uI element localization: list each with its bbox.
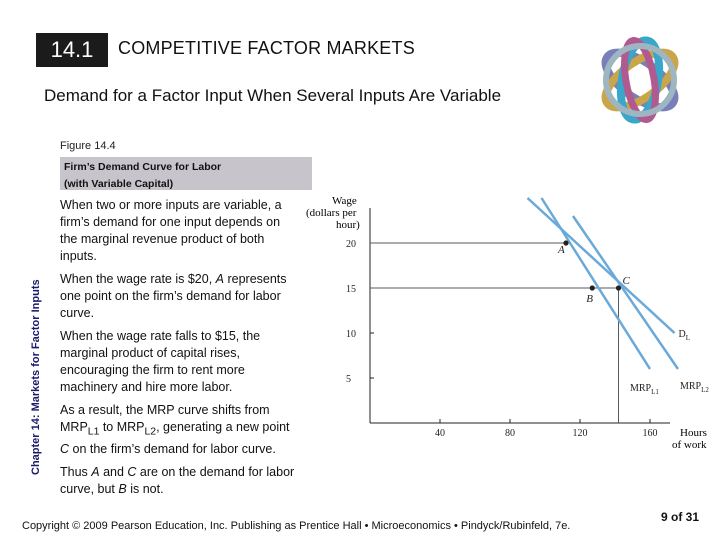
label-mrp-l2: MRPL2 — [680, 381, 709, 394]
paragraph-3: When the wage rate falls to $15, the mar… — [60, 329, 261, 394]
labor-demand-chart: Wage (dollars per hour) Hours of work 40… — [306, 195, 709, 451]
chapter-side-label: Chapter 14: Markets for Factor Inputs — [30, 279, 42, 475]
figure-caption-line2: (with Variable Capital) — [64, 178, 174, 190]
curve-mrpl2 — [571, 215, 680, 370]
y-tick-label: 20 — [346, 239, 356, 250]
page-number: 9 of 31 — [661, 510, 700, 524]
copyright-footer: Copyright © 2009 Pearson Education, Inc.… — [22, 520, 571, 532]
paragraph-1: When two or more inputs are variable, a … — [60, 198, 282, 263]
label-dl: DL — [679, 329, 691, 342]
body-text: When two or more inputs are variable, a … — [60, 197, 300, 504]
y-tick-label: 5 — [346, 374, 351, 385]
y-axis-label-line3: hour) — [336, 219, 360, 231]
paragraph-4: As a result, the MRP curve shifts from M… — [60, 403, 290, 456]
x-axis-label-line1: Hours — [680, 427, 707, 439]
point-b — [589, 285, 595, 291]
y-axis-label-line2: (dollars per — [306, 207, 357, 219]
paragraph-2: When the wage rate is $20, A represents … — [60, 272, 287, 320]
paragraph-5: Thus A and C are on the demand for labor… — [60, 464, 295, 496]
figure-number: Figure 14.4 — [60, 140, 116, 152]
section-title: COMPETITIVE FACTOR MARKETS — [118, 38, 415, 58]
point-label-c: C — [623, 275, 631, 287]
point-a — [563, 240, 569, 246]
y-tick-label: 15 — [346, 284, 356, 295]
y-axis-label-line1: Wage — [332, 195, 357, 207]
point-label-a: A — [557, 244, 565, 256]
slide-subtitle: Demand for a Factor Input When Several I… — [44, 86, 502, 105]
x-axis-label-line2: of work — [672, 439, 707, 451]
curve-dl — [526, 197, 676, 334]
x-tick-label: 120 — [573, 428, 588, 439]
x-tick-label: 80 — [505, 428, 515, 439]
figure-caption-line1: Firm’s Demand Curve for Labor — [64, 161, 222, 173]
point-label-b: B — [586, 293, 593, 305]
curve-mrpl1 — [540, 197, 652, 370]
y-tick-label: 10 — [346, 329, 356, 340]
point-c — [615, 285, 622, 291]
section-number-badge: 14.1 — [36, 33, 108, 67]
x-tick-label: 160 — [643, 428, 658, 439]
rings-logo-icon — [601, 36, 679, 124]
label-mrp-l1: MRPL1 — [630, 383, 659, 396]
figure-caption-box: Firm’s Demand Curve for Labor (with Vari… — [60, 157, 312, 190]
x-tick-label: 40 — [435, 428, 445, 439]
